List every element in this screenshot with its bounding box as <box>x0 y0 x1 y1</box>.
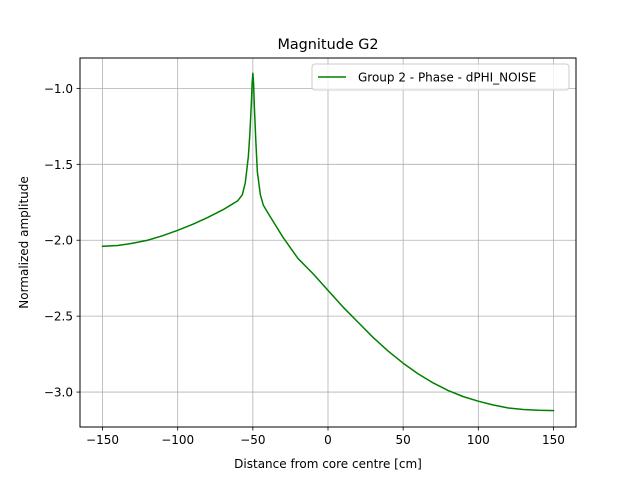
y-axis-ticks: −1.0 −1.5 −2.0 −2.5 −3.0 <box>44 82 80 400</box>
x-tick-label: 50 <box>396 433 411 447</box>
x-axis-label: Distance from core centre [cm] <box>234 457 422 471</box>
grid-lines <box>80 58 576 427</box>
x-tick-label: 150 <box>542 433 565 447</box>
y-tick-label: −1.5 <box>44 158 73 172</box>
legend-label: Group 2 - Phase - dPHI_NOISE <box>358 71 536 85</box>
x-tick-label: −100 <box>161 433 194 447</box>
chart-title: Magnitude G2 <box>277 37 378 53</box>
x-tick-label: 0 <box>324 433 332 447</box>
y-tick-label: −2.0 <box>44 234 73 248</box>
y-axis-label: Normalized amplitude <box>17 176 31 309</box>
x-tick-label: −150 <box>86 433 119 447</box>
legend: Group 2 - Phase - dPHI_NOISE <box>311 63 570 91</box>
x-axis-ticks: −150 −100 −50 0 50 100 150 <box>86 427 565 447</box>
x-tick-label: 100 <box>467 433 490 447</box>
x-tick-label: −50 <box>240 433 265 447</box>
y-tick-label: −2.5 <box>44 310 73 324</box>
y-tick-label: −1.0 <box>44 82 73 96</box>
legend-box <box>311 63 570 91</box>
series-line <box>101 72 555 412</box>
series-group <box>101 72 555 412</box>
y-tick-label: −3.0 <box>44 386 73 400</box>
